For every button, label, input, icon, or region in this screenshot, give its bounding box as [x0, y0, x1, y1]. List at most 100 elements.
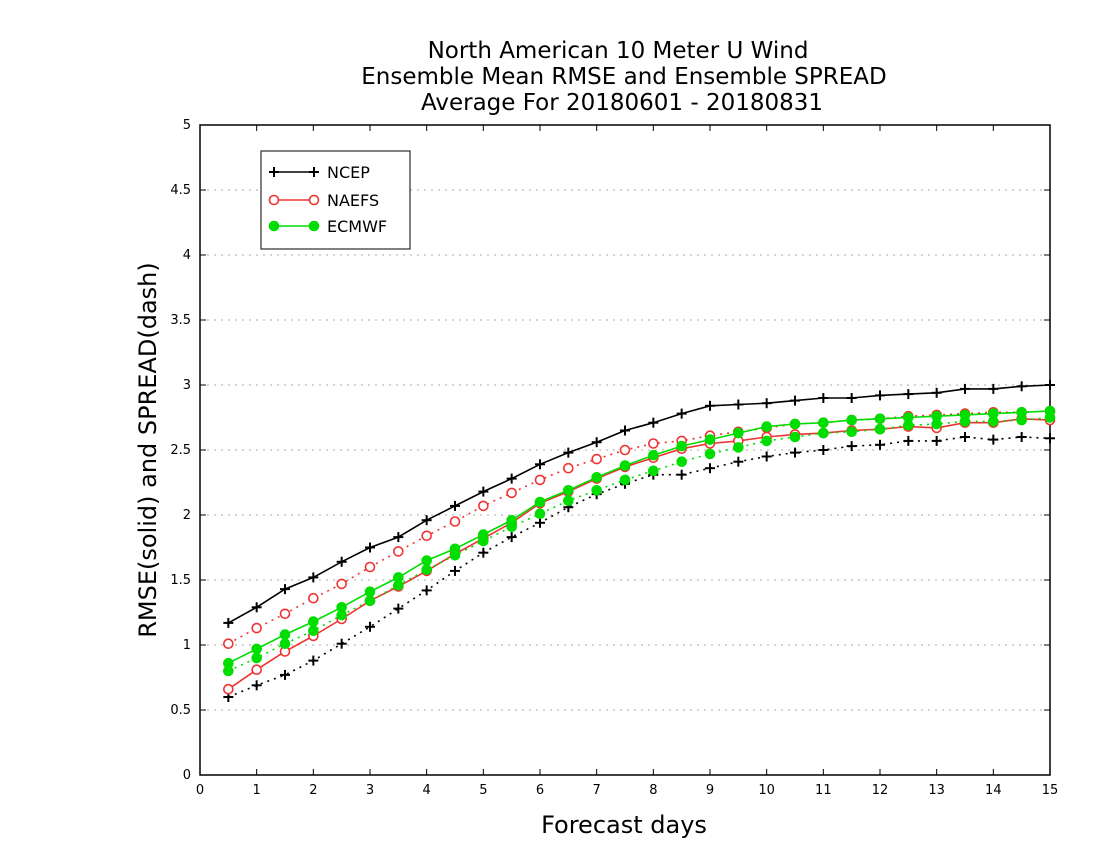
ncep-rmse-point	[875, 390, 885, 401]
y-tick-label: 0	[183, 768, 191, 783]
chart-title-line-1: North American 10 Meter U Wind	[428, 38, 809, 64]
series-layer	[223, 380, 1056, 702]
ncep-spread-point	[875, 439, 885, 450]
ncep-rmse-point	[931, 387, 942, 398]
y-tick-label: 1	[183, 638, 191, 653]
legend-marker-ecmwf-end	[308, 220, 320, 232]
legend-label-ncep: NCEP	[327, 163, 370, 182]
ncep-spread-point	[705, 463, 715, 474]
ecmwf-spread-point	[704, 448, 716, 460]
ecmwf-rmse-point	[676, 440, 687, 452]
ecmwf-rmse-point	[619, 460, 631, 471]
ncep-spread-point	[280, 669, 290, 680]
naefs-spread-point	[619, 444, 631, 456]
x-tick-label: 0	[196, 783, 204, 798]
naefs-spread-point	[534, 474, 546, 486]
ncep-rmse-point	[988, 383, 999, 394]
ecmwf-rmse-point	[988, 408, 999, 419]
ncep-spread-point	[903, 435, 914, 446]
legend-marker-naefs-end	[308, 194, 320, 206]
ncep-rmse-point	[563, 447, 574, 458]
ecmwf-spread-point	[364, 595, 376, 607]
ecmwf-rmse-point	[903, 412, 914, 423]
ecmwf-rmse-point	[846, 414, 857, 426]
legend-marker-ecmwf-start	[268, 220, 280, 232]
ecmwf-rmse-point	[478, 529, 489, 540]
ncep-rmse-point	[620, 425, 630, 436]
legend-marker-ncep-end	[309, 167, 319, 177]
naefs-spread-point	[648, 438, 659, 449]
ecmwf-rmse-point	[449, 543, 461, 555]
ncep-rmse-line	[227, 384, 1051, 624]
ncep-rmse-point	[676, 408, 687, 419]
x-tick-label: 1	[253, 783, 261, 798]
ncep-rmse-point	[705, 400, 715, 411]
ncep-rmse-point	[846, 393, 857, 403]
axis-ticks: 00.511.522.533.544.550 1 2 3 4 5 6 7 8 9 10 11 12 13 1…	[170, 118, 1058, 798]
ecmwf-spread-point	[733, 442, 744, 453]
ecmwf-rmse-point	[789, 418, 801, 430]
ncep-rmse-point	[478, 486, 489, 497]
naefs-spread-point	[336, 578, 347, 590]
x-tick-label: 9	[706, 783, 714, 798]
ncep-rmse-point	[591, 437, 602, 448]
x-tick-label: 12	[872, 783, 889, 798]
chart-title-line-2: Ensemble Mean RMSE and Ensemble SPREAD	[361, 64, 886, 90]
naefs-rmse-point	[223, 683, 234, 695]
ncep-spread-point	[931, 435, 942, 446]
ecmwf-rmse-point	[223, 657, 234, 669]
x-tick-label: 13	[928, 783, 945, 798]
y-tick-label: 2.5	[170, 443, 191, 458]
x-tick-label: 6	[536, 783, 544, 798]
ncep-rmse-point	[450, 500, 460, 511]
naefs-spread-point	[591, 453, 602, 465]
naefs-spread-point	[279, 608, 291, 620]
ecmwf-rmse-point	[364, 586, 376, 598]
ecmwf-spread-point	[846, 426, 857, 438]
ncep-rmse-point	[903, 389, 914, 400]
ncep-spread-point	[506, 532, 517, 543]
naefs-spread-point	[421, 530, 432, 542]
x-tick-label: 14	[985, 783, 1002, 798]
y-tick-label: 3	[183, 378, 191, 393]
ecmwf-spread-point	[421, 564, 432, 575]
ecmwf-spread-point	[761, 435, 772, 447]
ecmwf-rmse-point	[959, 409, 971, 421]
ecmwf-rmse-point	[421, 555, 432, 566]
ncep-spread-point	[365, 621, 375, 632]
ecmwf-spread-line	[227, 416, 1051, 672]
y-tick-label: 0.5	[170, 703, 191, 718]
ncep-rmse-point	[393, 532, 404, 543]
ncep-rmse-point	[761, 398, 772, 409]
ncep-spread-point	[336, 638, 347, 649]
ncep-spread-point	[676, 469, 687, 480]
ncep-spread-point	[733, 456, 744, 467]
chart-title-line-3: Average For 20180601 - 20180831	[421, 90, 823, 116]
legend-marker-ncep-start	[269, 167, 279, 177]
ecmwf-spread-point	[676, 456, 687, 468]
ecmwf-spread-point	[251, 652, 262, 664]
ecmwf-spread-point	[874, 423, 886, 435]
ecmwf-spread-point	[591, 485, 602, 496]
ncep-rmse-point	[535, 459, 545, 470]
x-tick-label: 4	[423, 783, 431, 798]
ecmwf-rmse-point	[648, 449, 659, 461]
y-tick-label: 2	[183, 508, 191, 523]
series-ncep	[223, 380, 1055, 702]
ecmwf-rmse-point	[874, 413, 886, 425]
ncep-spread-point	[988, 434, 999, 445]
ecmwf-rmse-point	[704, 434, 716, 445]
ecmwf-rmse-point	[308, 616, 319, 627]
ncep-rmse-point	[1016, 381, 1027, 392]
naefs-spread-line	[227, 410, 1051, 645]
y-tick-label: 3.5	[170, 313, 191, 328]
ncep-spread-point	[1045, 433, 1055, 444]
ncep-spread-point	[478, 547, 489, 558]
ecmwf-rmse-line	[227, 410, 1051, 664]
ecmwf-rmse-point	[506, 514, 517, 526]
ncep-rmse-point	[223, 617, 234, 628]
y-tick-label: 5	[183, 118, 191, 133]
ncep-spread-point	[421, 585, 432, 596]
ecmwf-rmse-point	[393, 572, 404, 583]
ncep-rmse-point	[251, 602, 262, 613]
